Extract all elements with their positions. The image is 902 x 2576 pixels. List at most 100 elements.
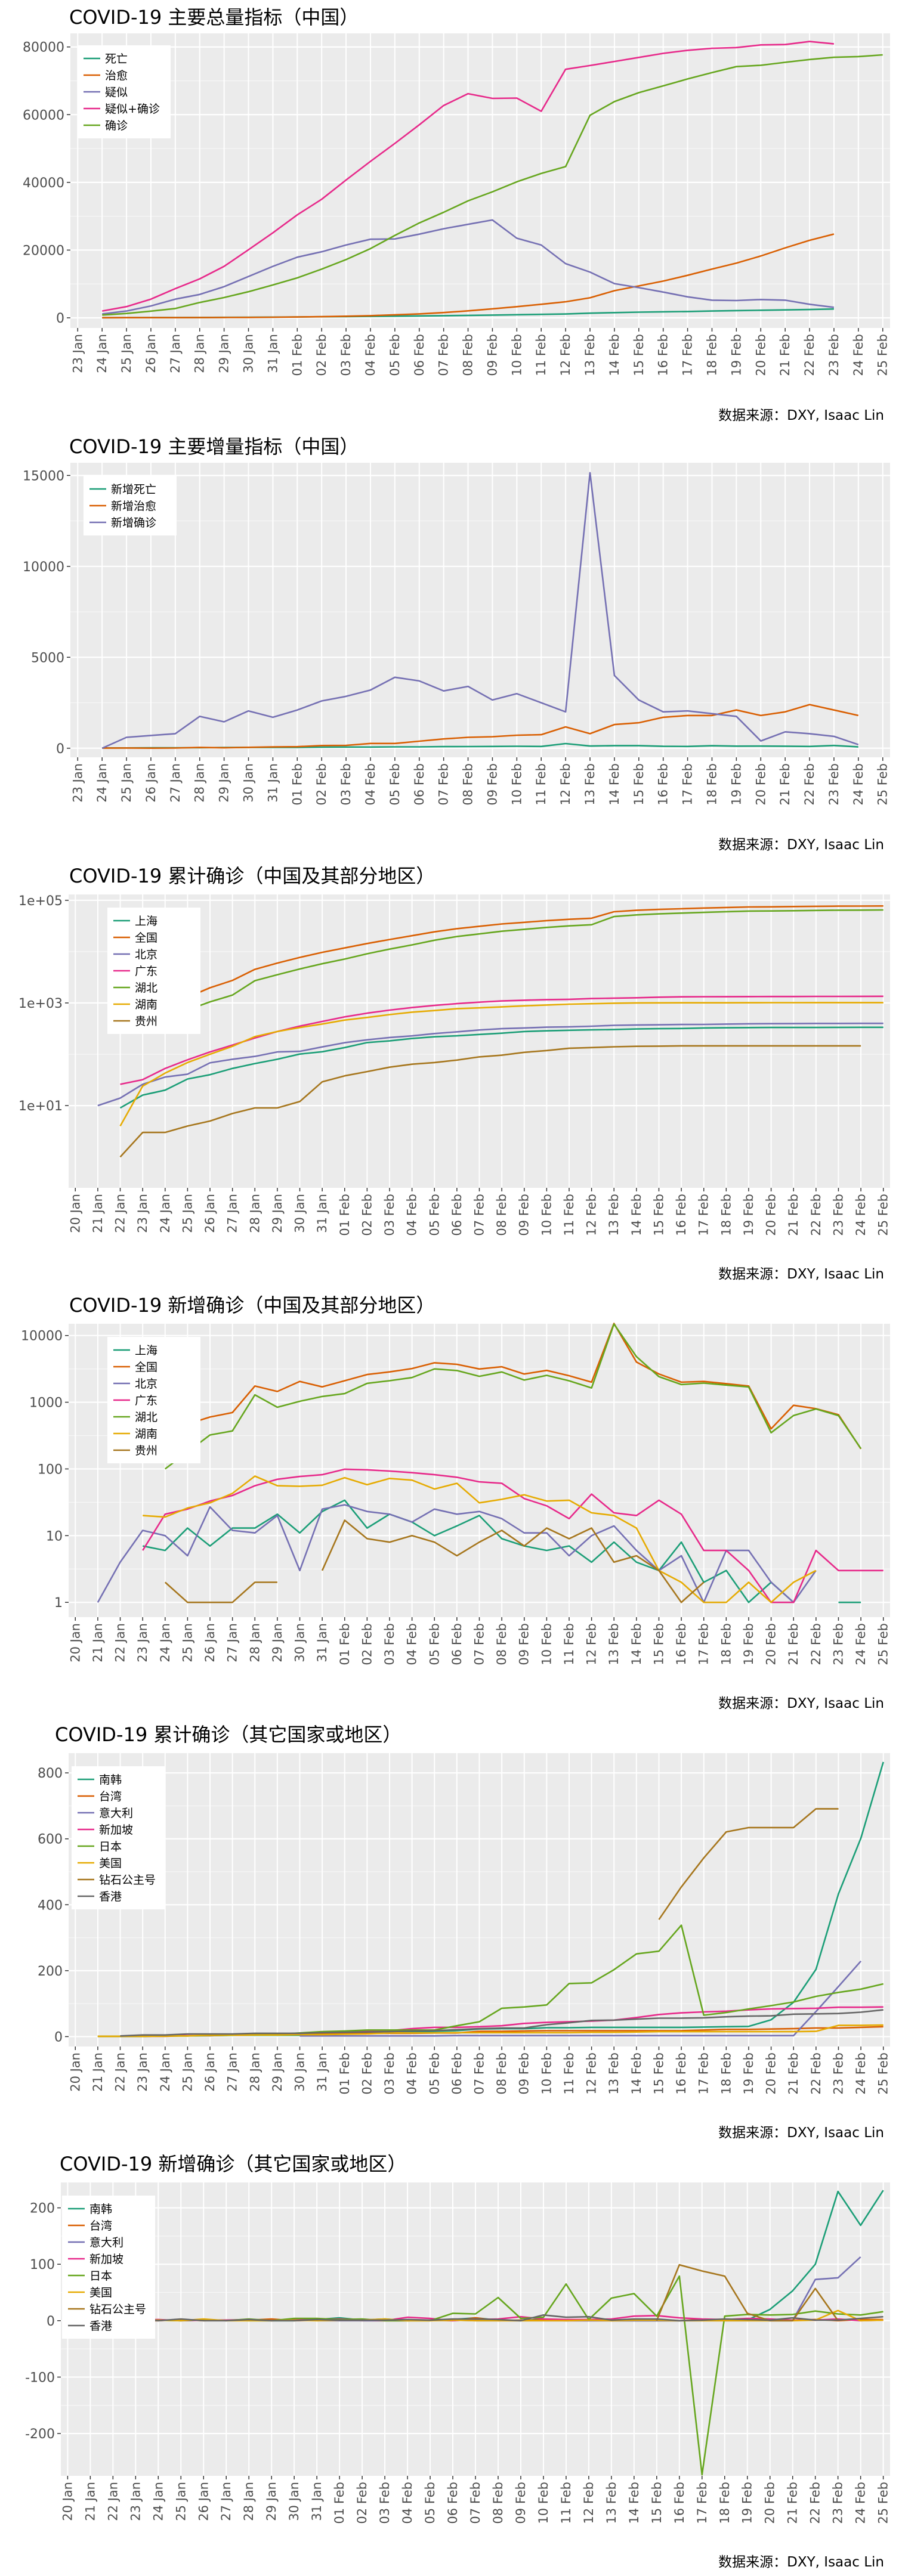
legend-label: 上海	[135, 1344, 157, 1357]
x-tick-label: 01 Feb	[338, 1623, 352, 1665]
x-tick-label: 13 Feb	[607, 2052, 621, 2095]
y-tick-label: 80000	[23, 41, 64, 55]
x-tick-label: 04 Feb	[363, 763, 378, 806]
x-tick-label: 26 Jan	[144, 334, 158, 373]
x-tick-label: 25 Jan	[180, 1623, 194, 1662]
legend-label: 贵州	[135, 1444, 157, 1457]
legend-label: 疑似+确诊	[105, 103, 160, 116]
x-tick-label: 15 Feb	[650, 2482, 664, 2524]
chart-plot: 1e+01 1e+03 1e+05 20 Jan 21 Jan 22 Jan 23 Jan 2…	[18, 894, 891, 1236]
legend-label: 全国	[135, 1361, 157, 1374]
x-tick-label: 21 Feb	[786, 2052, 801, 2095]
x-tick-label: 30 Jan	[287, 2482, 301, 2521]
x-tick-label: 02 Feb	[360, 2052, 374, 2095]
x-tick-label: 22 Jan	[113, 1194, 128, 1233]
x-tick-label: 03 Feb	[378, 2482, 392, 2524]
series-line-疑似+确诊	[101, 41, 835, 312]
legend-label: 新加坡	[99, 1823, 133, 1837]
source-note: 数据来源：DXY, Isaac Lin	[718, 2555, 884, 2570]
x-tick-label: 25 Jan	[119, 334, 134, 373]
x-tick-label: 17 Feb	[697, 1623, 711, 1665]
y-tick-label: 10000	[23, 560, 64, 575]
x-tick-label: 20 Feb	[764, 1623, 779, 1665]
series-line-北京	[97, 1022, 884, 1107]
x-tick-label: 05 Feb	[427, 2052, 441, 2095]
x-tick-label: 05 Feb	[427, 1623, 441, 1665]
x-tick-label: 30 Jan	[242, 334, 256, 373]
x-tick-label: 19 Feb	[729, 763, 743, 806]
x-tick-label: 07 Feb	[472, 1194, 487, 1236]
series-line-新增确诊	[101, 472, 859, 749]
legend-label: 香港	[89, 2320, 112, 2333]
legend-label: 广东	[135, 965, 157, 978]
x-tick-label: 10 Feb	[509, 763, 524, 806]
y-tick-label: 0	[56, 742, 64, 757]
x-tick-label: 06 Feb	[450, 2052, 464, 2095]
x-tick-label: 16 Feb	[674, 1623, 688, 1665]
x-tick-label: 15 Feb	[632, 763, 646, 806]
x-tick-label: 04 Feb	[400, 2482, 415, 2524]
x-tick-label: 09 Feb	[514, 2482, 528, 2524]
x-tick-label: 16 Feb	[672, 2482, 687, 2524]
x-tick-label: 02 Feb	[314, 763, 329, 806]
x-tick-label: 13 Feb	[583, 763, 597, 806]
x-tick-label: 09 Feb	[517, 1194, 532, 1236]
x-tick-label: 01 Feb	[338, 2052, 352, 2095]
x-tick-label: 11 Feb	[562, 1623, 576, 1665]
x-tick-label: 12 Feb	[585, 1623, 599, 1665]
series-line-美国	[97, 2024, 884, 2038]
x-tick-label: 15 Feb	[651, 1623, 666, 1665]
x-tick-label: 22 Feb	[809, 1194, 823, 1236]
y-tick-label: 0	[47, 2314, 55, 2329]
x-tick-label: 14 Feb	[629, 1623, 644, 1665]
x-tick-label: 19 Feb	[742, 2052, 756, 2095]
legend-label: 湖南	[135, 1428, 157, 1441]
x-tick-label: 10 Feb	[539, 1194, 554, 1236]
x-tick-label: 21 Jan	[91, 1623, 105, 1662]
x-tick-label: 21 Jan	[91, 2052, 105, 2092]
x-tick-label: 27 Jan	[225, 1194, 240, 1233]
x-tick-label: 27 Jan	[225, 2052, 240, 2092]
x-tick-label: 16 Feb	[656, 763, 671, 806]
legend-label: 意大利	[99, 1807, 133, 1820]
x-tick-label: 31 Jan	[265, 763, 280, 803]
x-tick-label: 08 Feb	[495, 1194, 509, 1236]
legend-label: 新加坡	[89, 2253, 123, 2266]
x-tick-label: 01 Feb	[290, 763, 304, 806]
x-tick-label: 09 Feb	[517, 2052, 532, 2095]
x-tick-label: 03 Feb	[339, 763, 353, 806]
chart-title: COVID-19 累计确诊（中国及其部分地区）	[69, 865, 435, 887]
x-tick-label: 10 Feb	[539, 1623, 554, 1665]
x-tick-label: 27 Jan	[168, 334, 183, 373]
x-tick-label: 31 Jan	[315, 1194, 329, 1233]
series-line-湖北	[165, 909, 884, 1017]
x-tick-label: 01 Feb	[338, 1194, 352, 1236]
x-tick-label: 24 Feb	[854, 1623, 868, 1665]
x-tick-label: 07 Feb	[437, 763, 451, 806]
legend-label: 死亡	[105, 52, 128, 66]
x-tick-label: 05 Feb	[388, 763, 402, 806]
x-tick-label: 19 Feb	[742, 1194, 756, 1236]
chart-title: COVID-19 主要增量指标（中国）	[69, 435, 359, 458]
y-tick-label: 10	[46, 1529, 63, 1544]
y-tick-label: 5000	[31, 651, 64, 665]
legend-label: 广东	[135, 1394, 157, 1407]
x-tick-label: 13 Feb	[604, 2482, 619, 2524]
chart-plot: 0 5000 10000 15000 23 Jan 24 Jan 25 Jan 26 Jan 2…	[23, 463, 890, 806]
legend-label: 北京	[135, 1377, 157, 1391]
x-tick-label: 21 Feb	[786, 1194, 801, 1236]
x-tick-label: 25 Feb	[876, 2052, 891, 2095]
x-tick-label: 22 Feb	[808, 2482, 823, 2524]
legend-label: 湖南	[135, 998, 157, 1011]
x-tick-label: 27 Jan	[168, 763, 183, 803]
x-tick-label: 11 Feb	[534, 334, 548, 376]
x-tick-label: 14 Feb	[607, 763, 622, 806]
x-tick-label: 28 Jan	[193, 763, 207, 803]
x-tick-label: 07 Feb	[472, 2052, 487, 2095]
x-tick-label: 31 Jan	[265, 334, 280, 373]
series-line-全国	[165, 905, 884, 1008]
x-tick-label: 07 Feb	[437, 334, 451, 376]
x-tick-label: 24 Jan	[158, 2052, 172, 2092]
series-line-新增治愈	[102, 704, 859, 749]
x-tick-label: 08 Feb	[495, 2052, 509, 2095]
